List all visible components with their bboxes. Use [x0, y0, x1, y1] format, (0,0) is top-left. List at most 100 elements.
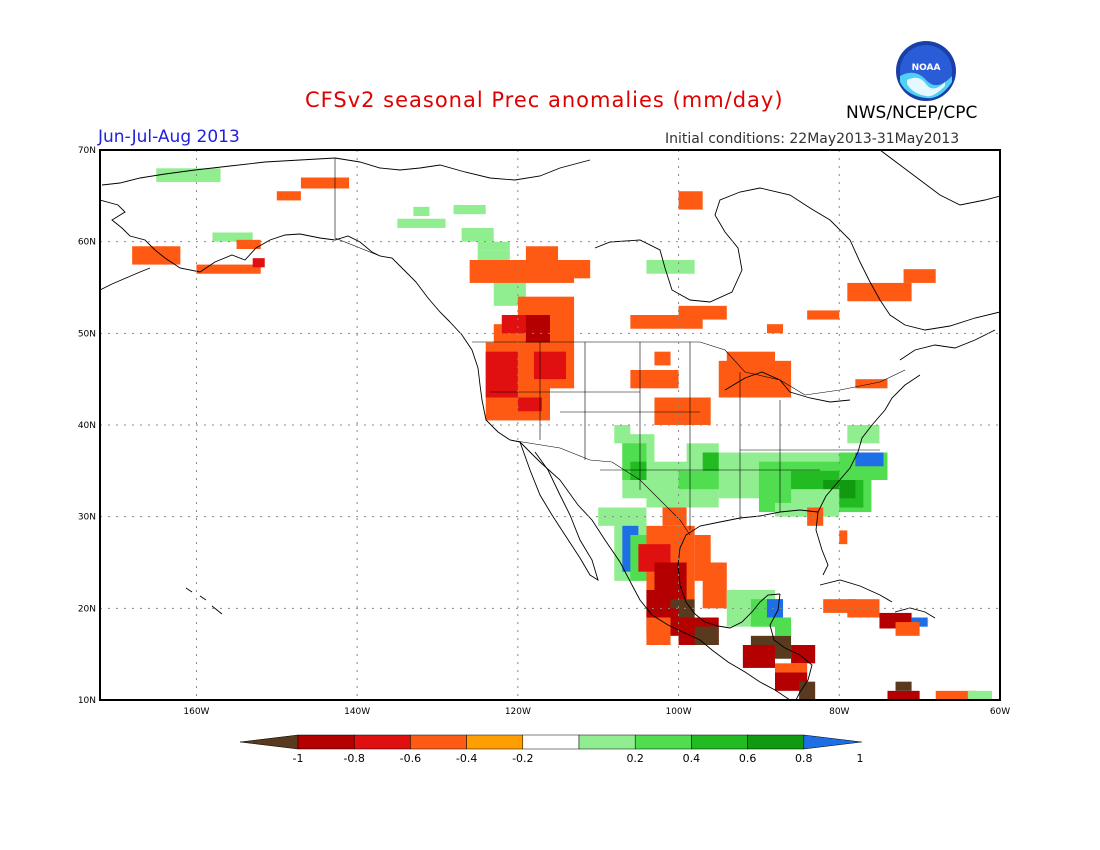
colorbar-label: 0.8 [795, 752, 813, 765]
agency-label: NWS/NCEP/CPC [846, 103, 978, 123]
anomaly-cell [397, 218, 446, 228]
anomaly-cell [156, 168, 221, 183]
mexico-pacific-coast [519, 441, 701, 641]
anomaly-cell [791, 645, 816, 664]
anomaly-cell [236, 239, 261, 249]
anomaly-cell [646, 260, 695, 274]
anomaly-cell [252, 258, 265, 268]
anomaly-cell [525, 246, 559, 270]
anomaly-cell [935, 690, 976, 700]
noaa-logo-text: NOAA [912, 63, 941, 73]
latitude-label: 20N [78, 604, 96, 614]
colorbar-label: -0.4 [456, 752, 477, 765]
colorbar-label: 0.6 [739, 752, 757, 765]
coastlines [100, 150, 1000, 700]
colorbar-label: 1 [857, 752, 864, 765]
latitude-label: 70N [78, 146, 96, 156]
central-america-coast [769, 593, 813, 700]
anomaly-cell [196, 264, 261, 274]
colorbar-swatch [691, 734, 748, 750]
hispaniola [894, 607, 936, 619]
anomaly-cell [276, 191, 301, 201]
noaa-logo-icon: NOAA [896, 41, 956, 101]
anomaly-cell [630, 370, 679, 389]
anomaly-cell [694, 626, 719, 645]
anomaly-cell [855, 452, 884, 467]
great-lakes [724, 371, 851, 403]
anomaly-cell [775, 502, 816, 517]
longitude-label: 140W [344, 707, 370, 717]
anomaly-cell [967, 690, 992, 700]
initial-conditions-label: Initial conditions: 22May2013-31May2013 [665, 131, 960, 147]
colorbar-label: -0.8 [343, 752, 364, 765]
anomaly-cell [654, 397, 711, 425]
colorbar-swatch [466, 734, 524, 750]
colorbar-swatch [297, 734, 355, 750]
anomaly-cell [775, 617, 792, 636]
us-state-lines [490, 342, 880, 530]
colorbar-label: -1 [293, 752, 304, 765]
anomaly-cell [807, 310, 840, 320]
anomaly-cell [847, 425, 880, 444]
longitude-labels: 160W 140W 120W 100W 80W 60W [183, 707, 1010, 717]
anomaly-cell [630, 461, 647, 480]
colorbar-low-arrow [239, 734, 299, 750]
anomaly-cell [485, 351, 518, 398]
labrador-coast [759, 187, 1000, 331]
anomaly-cell [807, 507, 824, 526]
anomaly-cell [517, 397, 542, 412]
longitude-label: 160W [183, 707, 209, 717]
gulf-coast [677, 509, 819, 629]
colorbar-high-arrow [803, 734, 862, 750]
longitude-label: 100W [666, 707, 692, 717]
central-america-pacific [699, 639, 791, 700]
anomaly-cells [132, 168, 992, 700]
latitude-label: 50N [78, 329, 96, 339]
map-frame [99, 149, 1001, 701]
anomaly-cell [461, 227, 494, 242]
anomaly-cell [533, 351, 567, 380]
anomaly-cell [766, 324, 784, 334]
anomaly-cell [662, 507, 687, 526]
colorbar-swatch [410, 734, 467, 750]
graticule [100, 150, 1000, 700]
hawaii [185, 587, 223, 615]
alaska-north-coast [101, 157, 336, 186]
longitude-label: 80W [829, 707, 849, 717]
latitude-label: 10N [78, 696, 96, 706]
colorbar-label: -0.2 [512, 752, 533, 765]
longitude-label: 120W [505, 707, 531, 717]
latitude-label: 30N [78, 513, 96, 523]
anomaly-cell [300, 177, 350, 189]
anomaly-cell [654, 562, 687, 590]
anomaly-cell [742, 645, 775, 668]
anomaly-cell [646, 617, 671, 645]
anomaly-cell [702, 562, 727, 609]
anomaly-cell [413, 206, 430, 216]
alaska-canada-border [334, 158, 381, 257]
anomaly-cell [895, 681, 912, 691]
latitude-label: 40N [78, 421, 96, 431]
alaska-coast [100, 199, 451, 323]
anomaly-cell [678, 470, 727, 490]
canada-arctic-coast [334, 157, 591, 181]
anomaly-cell [654, 351, 671, 366]
anomaly-cell [132, 246, 181, 265]
colorbar-swatch [747, 734, 805, 750]
anomaly-cell [887, 690, 920, 700]
maritimes-coast [899, 329, 996, 361]
us-west-coast [449, 321, 521, 443]
map-title: CFSv2 seasonal Prec anomalies (mm/day) [305, 88, 784, 112]
aleutians [100, 267, 151, 291]
anomaly-cell [453, 205, 486, 215]
colorbar-swatch [522, 734, 580, 750]
anomaly-cell [847, 282, 912, 302]
colorbar-label: -0.6 [400, 752, 421, 765]
anomaly-cell [525, 315, 550, 343]
anomaly-cell [477, 241, 510, 251]
colorbar: -1 -0.8 -0.6 -0.4 -0.2 0.2 0.4 0.6 0.8 1 [239, 734, 864, 765]
us-canada-border [472, 341, 906, 396]
anomaly-cell [212, 232, 253, 242]
latitude-labels: 70N 60N 50N 40N 30N 20N 10N [78, 146, 96, 706]
cuba [819, 579, 893, 603]
